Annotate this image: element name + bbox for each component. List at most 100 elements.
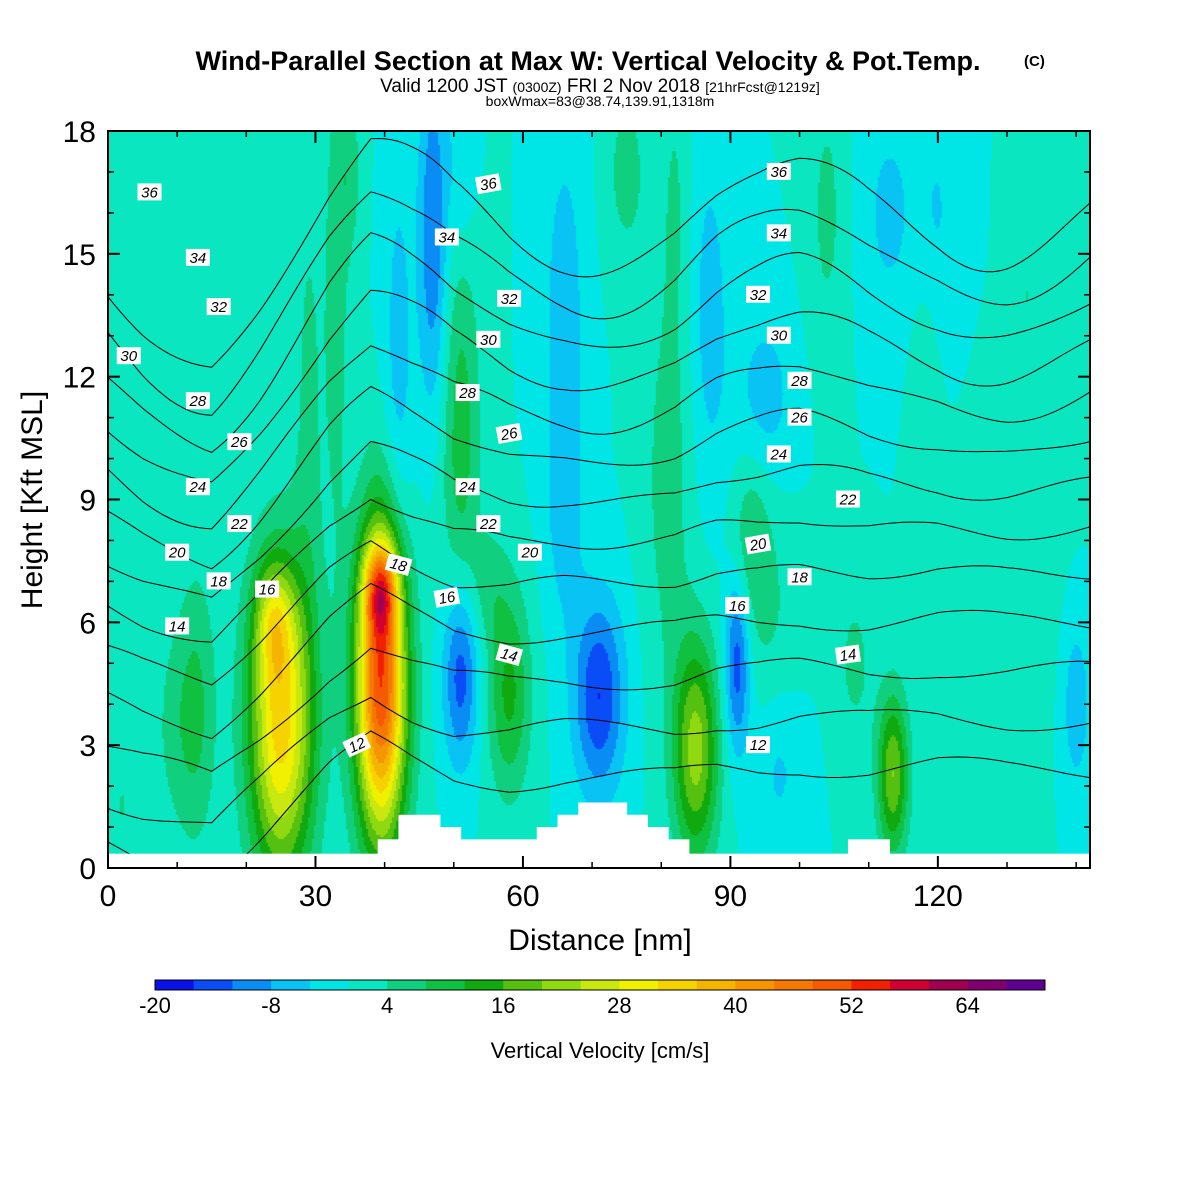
theta-label: 18: [787, 568, 812, 586]
theta-label: 30: [476, 330, 501, 349]
x-tick-label: 30: [299, 880, 332, 913]
y-tick-label: 3: [79, 730, 96, 763]
theta-label-text: 30: [120, 348, 137, 365]
chart-subtitle-box: boxWmax=83@38.74,139.91,1318m: [486, 93, 715, 109]
theta-label-text: 36: [479, 175, 499, 195]
terrain-block: [647, 827, 669, 868]
theta-label: 12: [746, 736, 771, 754]
y-tick-label: 9: [79, 485, 96, 518]
theta-contour-line: [108, 191, 1090, 416]
copyright-mark: (C): [1024, 53, 1045, 70]
colorbar-swatch: [967, 980, 1007, 990]
theta-label-text: 26: [499, 425, 520, 445]
plot-area: 12 12 14 14 14 16 16 16 18 18 18 20 20 20 22 22 22 24 24 24…: [108, 131, 1091, 868]
colorbar-swatch: [928, 980, 969, 990]
theta-label-text: 16: [437, 588, 457, 608]
theta-label-text: 26: [790, 410, 808, 427]
colorbar-swatch: [696, 980, 736, 990]
theta-label-text: 24: [458, 479, 476, 496]
colorbar-frame: [154, 979, 1046, 991]
theta-label: 30: [766, 326, 791, 345]
theta-label-text: 22: [230, 516, 248, 533]
colorbar-swatch: [890, 980, 930, 990]
theta-label-text: 30: [770, 328, 787, 345]
y-tick-label: 6: [79, 607, 96, 640]
colorbar-tick-label: -8: [261, 993, 281, 1018]
subtitle-utc: (0300Z): [513, 79, 562, 95]
theta-label-text: 24: [769, 446, 787, 463]
theta-labels: 12 12 14 14 14 16 16 16 18 18 18 20 20 20 22 22 22 24 24 24…: [116, 162, 861, 758]
theta-label: 34: [434, 228, 459, 246]
colorbar-tick-label: 52: [839, 993, 863, 1018]
theta-label: 24: [766, 445, 791, 463]
y-axis-label: Height [Kft MSL]: [16, 391, 49, 609]
theta-label-text: 36: [770, 164, 787, 181]
theta-contour-line: [108, 730, 1090, 868]
y-tick-label: 12: [63, 362, 96, 395]
subtitle-valid: Valid 1200 JST: [380, 76, 508, 97]
colorbar-swatch: [812, 980, 852, 990]
theta-label-text: 16: [729, 598, 746, 615]
theta-label-text: 36: [141, 184, 158, 201]
theta-label-text: 30: [480, 332, 497, 349]
theta-label-text: 22: [839, 492, 857, 509]
theta-label: 28: [455, 384, 480, 402]
terrain-block: [578, 802, 628, 868]
colorbar-swatch: [658, 980, 698, 990]
theta-label: 18: [384, 553, 413, 576]
theta-label: 28: [185, 392, 210, 410]
x-tick-label: 90: [714, 880, 747, 913]
theta-label: 14: [165, 617, 190, 635]
theta-label: 24: [185, 478, 210, 496]
theta-label: 32: [746, 285, 771, 304]
theta-label-text: 28: [189, 393, 207, 410]
theta-label: 14: [495, 643, 524, 666]
theta-label: 26: [227, 433, 252, 451]
theta-label-text: 26: [230, 434, 248, 451]
theta-contour-line: [108, 289, 1090, 483]
terrain-block: [557, 814, 579, 868]
theta-label-text: 34: [770, 225, 787, 242]
colorbar-tick-label: 40: [723, 993, 747, 1018]
theta-label: 16: [433, 586, 461, 608]
theta-contour-line: [108, 696, 1090, 824]
terrain-block: [688, 853, 849, 868]
colorbar-swatch: [155, 980, 195, 990]
x-axis-label: Distance [nm]: [508, 924, 691, 957]
theta-label: 26: [495, 423, 523, 445]
colorbar-swatch: [271, 980, 311, 990]
colorbar-swatch: [774, 980, 814, 990]
theta-contours: [108, 137, 1090, 868]
subtitle-date: FRI 2 Nov 2018: [567, 76, 700, 97]
theta-label-text: 12: [346, 734, 369, 757]
theta-contour-line: [108, 540, 1090, 686]
x-tick-label: 60: [506, 880, 539, 913]
colorbar-label: Vertical Velocity [cm/s]: [491, 1038, 710, 1063]
colorbar-swatch: [1006, 980, 1046, 990]
colorbar-swatch: [503, 980, 543, 990]
colorbar-swatch: [735, 980, 775, 990]
theta-label-text: 28: [458, 385, 476, 402]
theta-label-text: 18: [210, 573, 227, 590]
colorbar-swatch: [232, 980, 272, 990]
theta-label: 22: [227, 515, 252, 533]
theta-contour-line: [108, 498, 1090, 643]
colorbar-swatch: [425, 980, 465, 990]
theta-label-text: 14: [499, 645, 520, 666]
colorbar-swatch: [348, 980, 388, 990]
theta-contour-line: [108, 385, 1090, 570]
theta-contour-line: [108, 582, 1090, 740]
theta-label: 34: [185, 248, 210, 267]
colorbar-tick-label: 28: [607, 993, 631, 1018]
x-tick-label: 120: [913, 880, 963, 913]
theta-label: 26: [787, 408, 812, 427]
theta-label: 16: [255, 580, 280, 599]
theta-label-text: 32: [210, 299, 227, 316]
theta-contour-line: [108, 137, 1090, 368]
theta-label: 36: [766, 162, 791, 181]
theta-label: 34: [766, 224, 791, 242]
colorbar: -20 -8 4 16 28 40 52 64: [139, 979, 1046, 1018]
theta-label-text: 14: [169, 618, 186, 635]
subtitle-forecast: [21hrFcst@1219z]: [705, 79, 820, 95]
colorbar-tick-label: 4: [381, 993, 393, 1018]
